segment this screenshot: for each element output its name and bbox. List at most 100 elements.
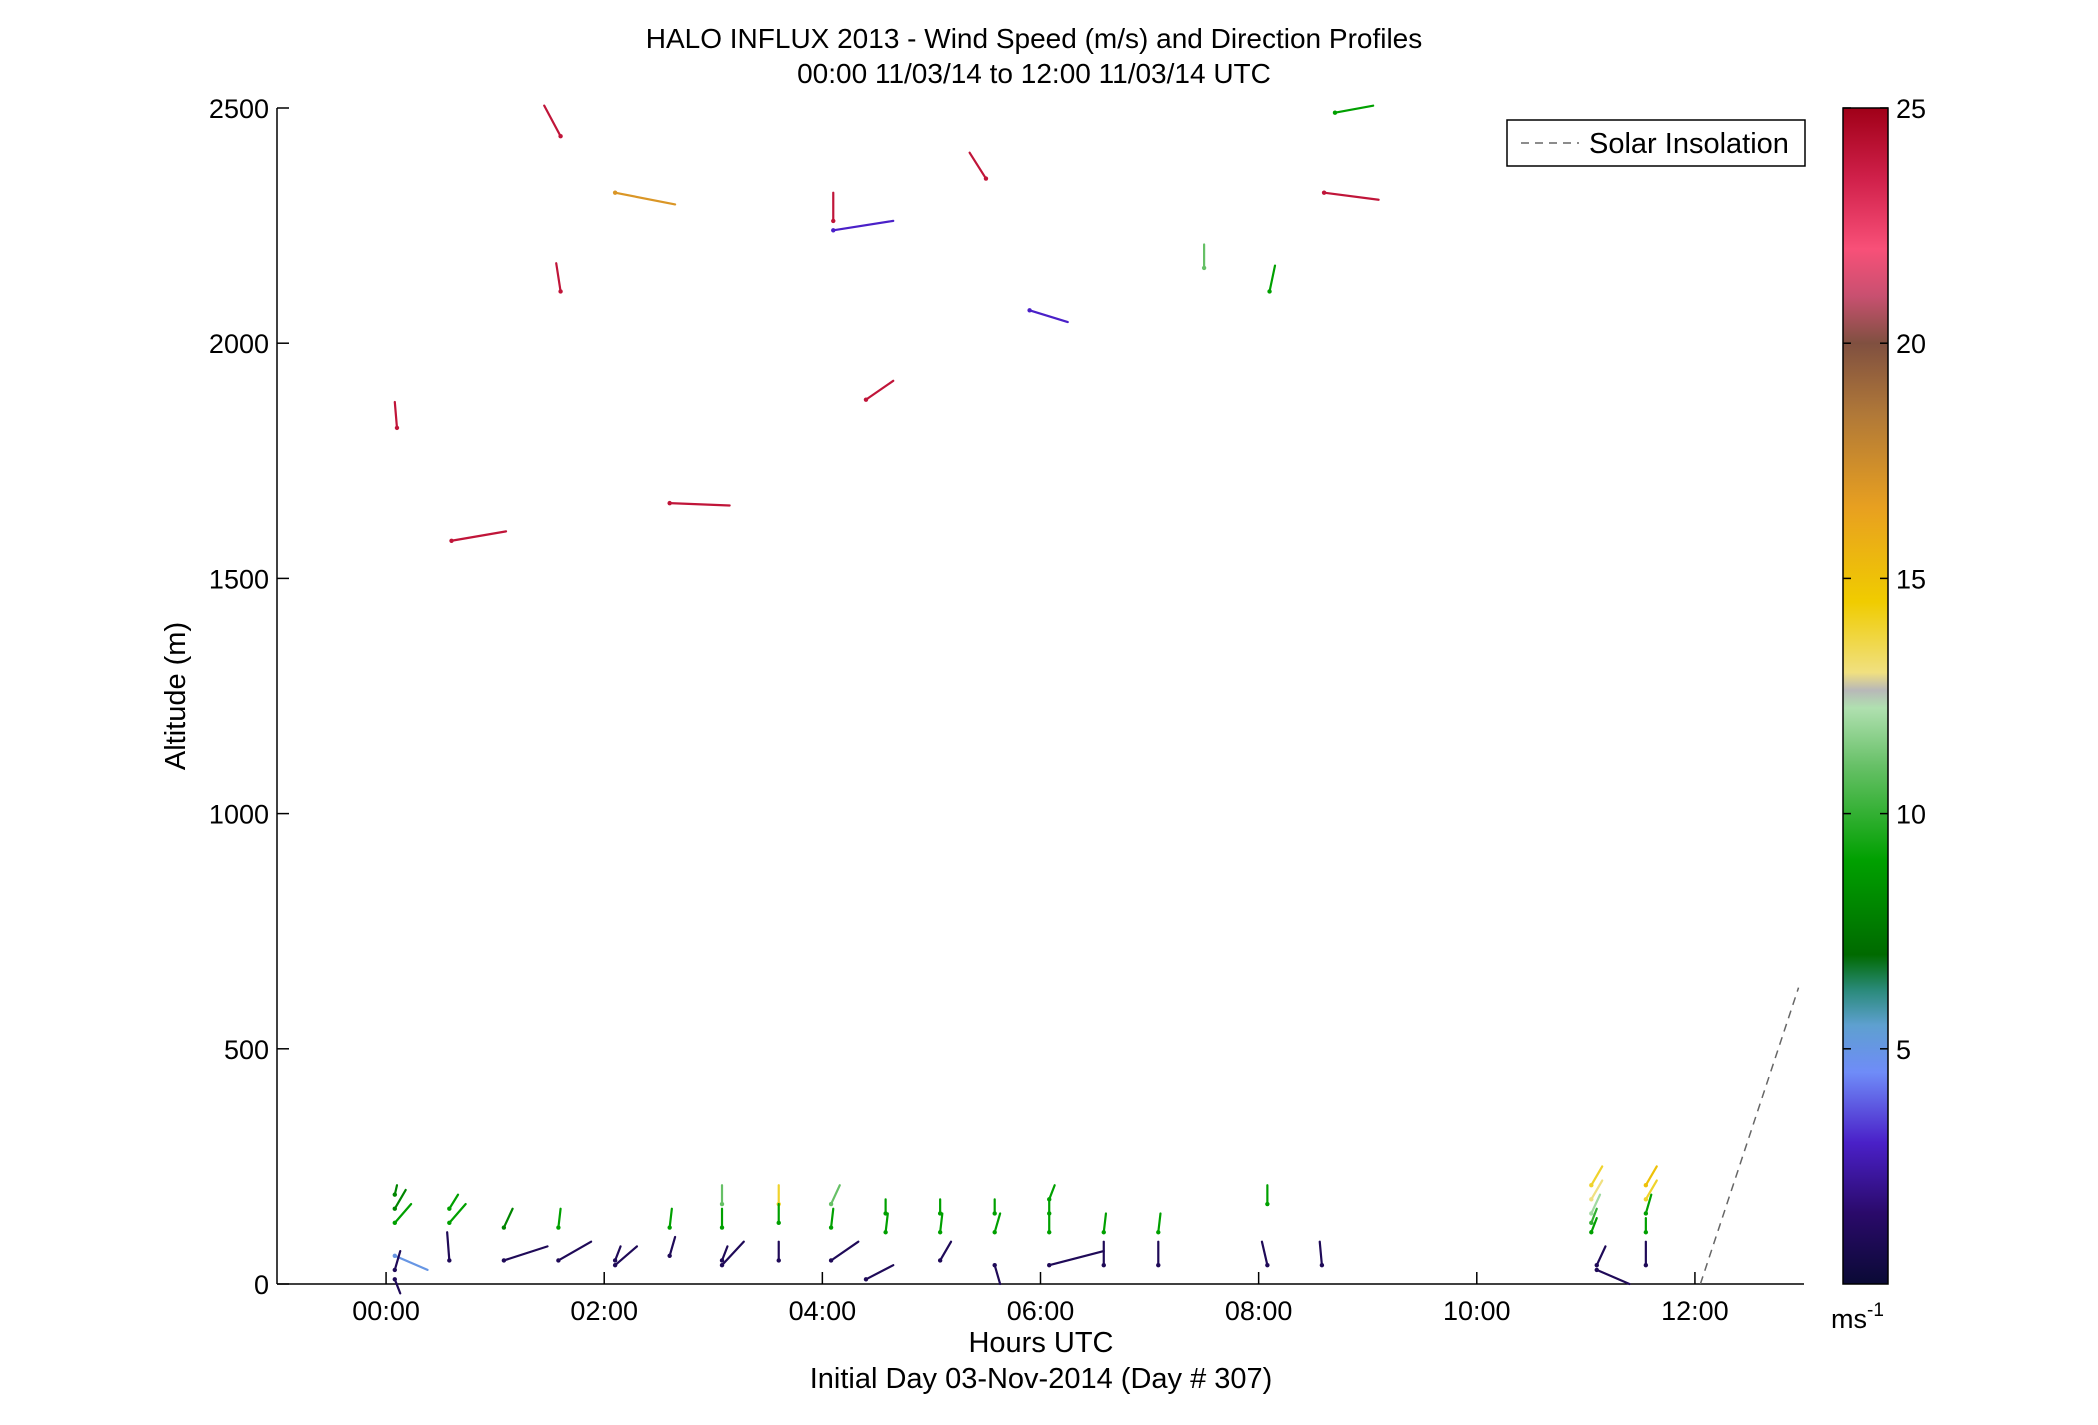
wind-vector	[864, 1264, 895, 1281]
wind-vector-origin	[447, 1258, 452, 1263]
wind-vector	[502, 1207, 514, 1229]
wind-vector	[668, 1235, 677, 1257]
wind-vector-origin	[612, 190, 618, 195]
wind-vector-origin	[1047, 1262, 1052, 1268]
chart-title: HALO INFLUX 2013 - Wind Speed (m/s) and …	[646, 23, 1423, 54]
wind-vector-origin	[1589, 1211, 1594, 1216]
wind-vector-origin	[392, 1277, 397, 1282]
wind-vector	[884, 1212, 889, 1234]
wind-vector	[1318, 1240, 1324, 1267]
wind-vector-origin	[1589, 1220, 1594, 1226]
wind-vector-origin	[612, 1258, 618, 1263]
wind-vector-origin	[992, 1211, 997, 1216]
wind-vector-origin	[612, 1262, 618, 1268]
wind-vector	[1595, 1268, 1631, 1286]
legend: Solar Insolation	[1506, 119, 1806, 167]
colorbar-ticks: 5 10 15 20 25	[1843, 94, 1926, 1065]
wind-vector-origin	[776, 1258, 781, 1263]
x-tick-label: 12:00	[1661, 1296, 1729, 1326]
y-tick-label: 2500	[209, 94, 269, 124]
wind-vector-origin	[776, 1220, 781, 1226]
wind-vector-origin	[828, 1258, 834, 1263]
wind-vector-origin	[1589, 1183, 1594, 1188]
wind-vector-origin	[558, 289, 563, 294]
wind-vector-origin	[449, 538, 454, 543]
wind-vector	[1268, 264, 1277, 293]
wind-vector-origin	[883, 1230, 888, 1235]
x-tick-label: 02:00	[570, 1296, 638, 1326]
wind-vector-origin	[992, 1230, 997, 1235]
wind-vector	[829, 1207, 835, 1229]
colorbar: 5 10 15 20 25 ms-1	[1831, 94, 1926, 1334]
wind-vector-origin	[667, 1225, 672, 1230]
wind-vector	[393, 400, 399, 429]
wind-vector-origin	[719, 1262, 725, 1268]
wind-vector	[448, 1202, 467, 1224]
wind-vector	[993, 1212, 1002, 1234]
wind-vector	[993, 1264, 1002, 1286]
wind-vector	[1590, 1193, 1602, 1215]
wind-vector-origin	[983, 176, 989, 181]
wind-vector	[1644, 1179, 1658, 1201]
wind-vector-origin	[556, 1225, 561, 1230]
wind-vector	[1590, 1179, 1604, 1201]
y-tick-label: 0	[254, 1270, 269, 1300]
y-axis-label: Altitude (m)	[160, 622, 192, 770]
wind-vector	[614, 1245, 639, 1267]
x-tick-label: 08:00	[1225, 1296, 1293, 1326]
wind-vector-origin	[992, 1262, 997, 1268]
wind-vector-origin	[937, 1230, 943, 1235]
colorbar-unit-exponent: -1	[1867, 1300, 1884, 1321]
wind-vector-origin	[719, 1225, 725, 1230]
wind-vector	[720, 1240, 745, 1267]
wind-vector	[1102, 1212, 1108, 1234]
wind-vector	[393, 1278, 402, 1295]
x-axis-sublabel: Initial Day 03-Nov-2014 (Day # 307)	[810, 1363, 1273, 1395]
wind-vector-origin	[719, 1201, 725, 1207]
wind-vector	[968, 151, 988, 180]
wind-vector	[393, 1202, 413, 1224]
legend-label: Solar Insolation	[1589, 128, 1789, 160]
wind-vector	[668, 1207, 673, 1229]
wind-vector	[393, 1188, 407, 1210]
colorbar-tick-label: 10	[1896, 800, 1926, 830]
wind-vector-origin	[1332, 110, 1338, 115]
wind-vector-origin	[1643, 1197, 1649, 1202]
wind-vector-origin	[1101, 1230, 1106, 1235]
y-tick-label: 1500	[209, 564, 269, 594]
wind-vector	[557, 1207, 562, 1229]
wind-vector	[1590, 1217, 1598, 1234]
wind-vector-origin	[1589, 1230, 1594, 1235]
wind-vector	[557, 1240, 593, 1262]
wind-vector-origin	[392, 1192, 397, 1197]
colorbar-tick-label: 25	[1896, 94, 1926, 124]
x-tick-label: 06:00	[1007, 1296, 1075, 1326]
wind-vector-origin	[1643, 1211, 1649, 1216]
wind-vector-origin	[667, 500, 672, 506]
wind-vector	[720, 1245, 729, 1262]
wind-vector-origin	[1643, 1230, 1649, 1235]
wind-vector	[450, 530, 508, 542]
wind-vector-origin	[392, 1206, 397, 1211]
wind-vector	[939, 1212, 944, 1234]
wind-vector-origin	[1589, 1197, 1594, 1202]
wind-vector	[448, 1193, 460, 1210]
wind-vector	[1260, 1240, 1269, 1267]
colorbar-unit-label: ms-1	[1831, 1300, 1884, 1334]
wind-vector-origin	[828, 1201, 834, 1207]
wind-vector	[864, 379, 895, 401]
wind-vector-origin	[1594, 1262, 1599, 1268]
wind-vector-origin	[863, 1277, 869, 1282]
wind-vector-origin	[1027, 308, 1032, 313]
wind-vector-origin	[1319, 1262, 1325, 1268]
wind-vector	[614, 191, 677, 206]
wind-vector-origin	[1265, 1201, 1270, 1207]
y-axis-ticks: 0 500 1000 1500 2000 2500	[209, 94, 289, 1300]
colorbar-tick-label: 5	[1896, 1035, 1911, 1065]
wind-vector	[829, 1184, 841, 1206]
wind-vector-origin	[1594, 1267, 1599, 1273]
wind-vector-origin	[1201, 265, 1207, 271]
wind-vector-origin	[1643, 1183, 1649, 1188]
wind-vector	[446, 1231, 451, 1262]
